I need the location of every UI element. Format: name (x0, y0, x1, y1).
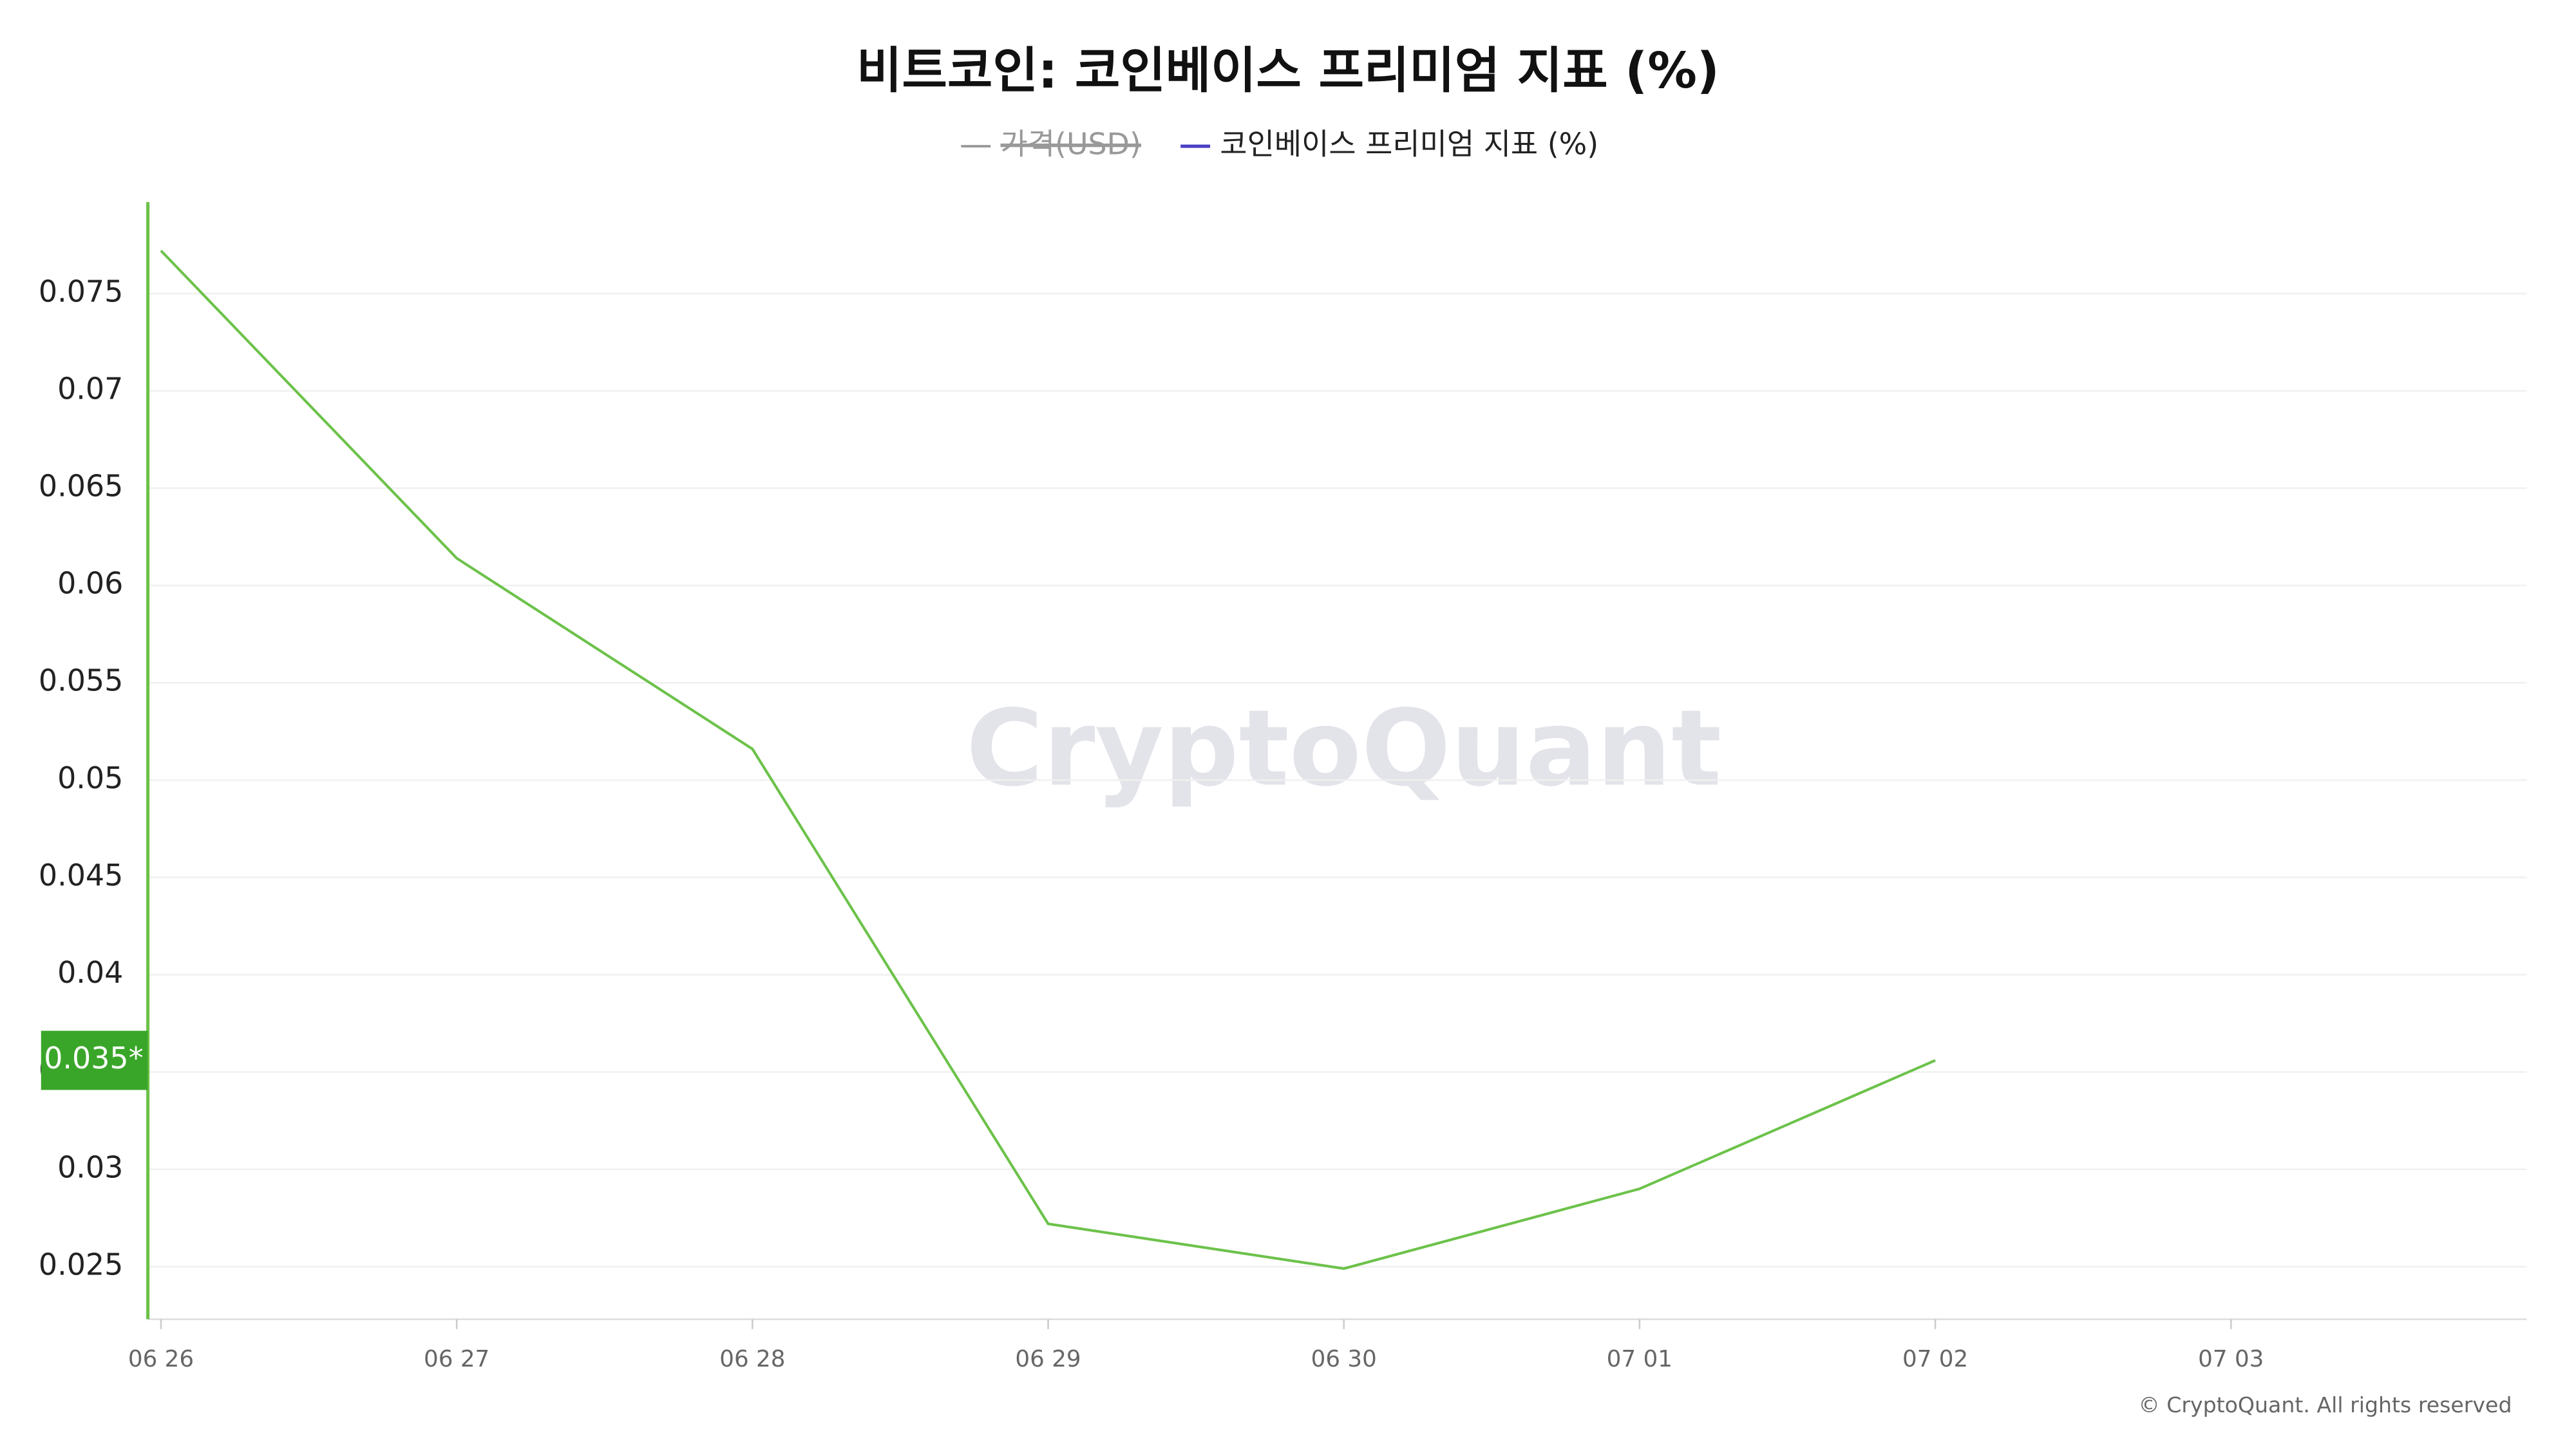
legend-label: 코인베이스 프리미엄 지표 (%) (1220, 127, 1598, 162)
y-tick-label: 0.07 (57, 371, 123, 406)
chart-title: 비트코인: 코인베이스 프리미엄 지표 (%) (857, 43, 1719, 100)
y-tick-label: 0.05 (57, 761, 123, 795)
x-tick-label: 06 28 (719, 1346, 785, 1372)
current-value-badge (41, 1030, 148, 1090)
y-tick-label: 0.065 (39, 469, 123, 504)
x-tick-label: 06 30 (1311, 1346, 1377, 1372)
y-tick-label: 0.075 (39, 274, 123, 308)
x-tick-label: 07 02 (1902, 1346, 1968, 1372)
x-tick-label: 06 26 (128, 1346, 194, 1372)
y-tick-label: 0.04 (57, 955, 123, 990)
y-tick-label: 0.025 (39, 1247, 123, 1282)
footer: © CryptoQuant. All rights reserved (2139, 1392, 2512, 1417)
y-tick-label: 0.03 (57, 1150, 123, 1184)
current-value-label: 0.035* (44, 1041, 143, 1075)
x-tick-label: 07 03 (2198, 1346, 2264, 1372)
legend-label: 가격(USD) (1001, 127, 1141, 162)
watermark: CryptoQuant (966, 687, 1721, 810)
y-tick-label: 0.045 (39, 858, 123, 893)
x-tick-label: 07 01 (1607, 1346, 1672, 1372)
x-tick-label: 06 29 (1015, 1346, 1081, 1372)
line (160, 249, 1936, 1270)
y-tick-label: 0.055 (39, 663, 123, 698)
y-tick-label: 0.06 (57, 566, 123, 601)
x-tick-label: 06 27 (424, 1346, 489, 1372)
